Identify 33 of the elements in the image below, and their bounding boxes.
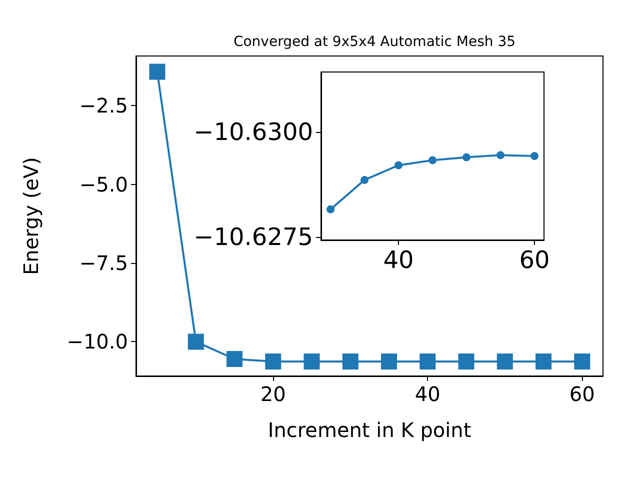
y-tick-label: −10.0 xyxy=(66,330,128,354)
point xyxy=(381,354,398,370)
point xyxy=(496,354,513,370)
point xyxy=(462,153,470,162)
y-tick-label: −7.5 xyxy=(79,251,128,276)
y-axis-title: Energy (eV) xyxy=(19,157,43,275)
point xyxy=(458,354,474,370)
point xyxy=(188,334,204,350)
point xyxy=(428,156,436,164)
chart-title: Converged at 9x5x4 Automatic Mesh 35 xyxy=(233,34,516,50)
point xyxy=(530,152,538,160)
y-tick-label: −10.6275 xyxy=(194,223,313,252)
point xyxy=(420,354,436,370)
x-tick-label: 60 xyxy=(569,382,595,406)
point xyxy=(496,151,504,160)
x-tick-label: 20 xyxy=(260,382,286,406)
point xyxy=(394,161,403,170)
x-tick-label: 40 xyxy=(414,382,440,406)
x-tick-label: 60 xyxy=(519,246,550,274)
point xyxy=(574,354,590,370)
point xyxy=(265,354,282,370)
point xyxy=(326,205,335,214)
x-axis-title: Increment in K point xyxy=(268,418,472,442)
point xyxy=(304,354,320,370)
y-tick-label: −2.5 xyxy=(79,94,128,118)
point xyxy=(360,176,369,184)
point xyxy=(536,354,552,370)
point xyxy=(149,64,166,80)
x-tick-label: 40 xyxy=(383,246,414,274)
y-tick-label: −5.0 xyxy=(79,172,128,196)
y-tick-label: −10.6300 xyxy=(194,118,313,146)
point xyxy=(342,354,358,370)
point xyxy=(226,351,242,368)
